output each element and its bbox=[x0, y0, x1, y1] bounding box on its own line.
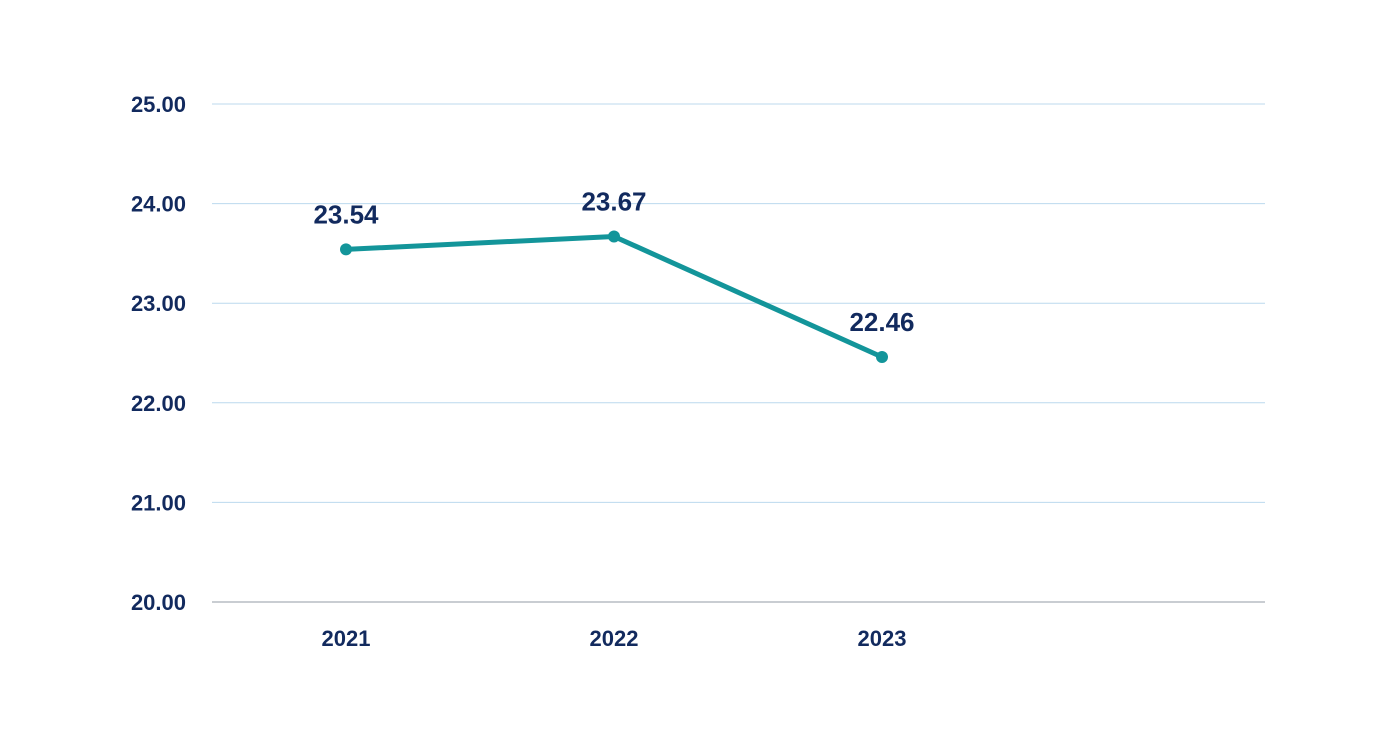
series-points bbox=[340, 230, 888, 363]
data-point bbox=[608, 230, 620, 243]
data-labels: 23.54 23.67 22.46 bbox=[313, 186, 914, 337]
y-tick-label: 20.00 bbox=[131, 590, 186, 615]
y-axis-tick-labels: 20.00 21.00 22.00 23.00 24.00 25.00 bbox=[131, 92, 186, 615]
y-tick-label: 22.00 bbox=[131, 391, 186, 416]
data-label: 22.46 bbox=[849, 307, 914, 337]
x-tick-label: 2022 bbox=[590, 626, 639, 651]
x-tick-label: 2021 bbox=[322, 626, 371, 651]
data-point bbox=[340, 243, 352, 256]
x-tick-label: 2023 bbox=[858, 626, 907, 651]
x-axis-tick-labels: 2021 2022 2023 bbox=[322, 626, 907, 651]
y-tick-label: 25.00 bbox=[131, 92, 186, 117]
y-tick-label: 23.00 bbox=[131, 291, 186, 316]
data-label: 23.54 bbox=[313, 199, 379, 229]
data-point bbox=[876, 350, 888, 363]
gridlines bbox=[212, 103, 1265, 503]
y-tick-label: 21.00 bbox=[131, 490, 186, 515]
y-tick-label: 24.00 bbox=[131, 192, 186, 217]
series-line-path bbox=[343, 233, 885, 360]
series-line bbox=[343, 233, 885, 360]
data-label: 23.67 bbox=[581, 186, 646, 216]
